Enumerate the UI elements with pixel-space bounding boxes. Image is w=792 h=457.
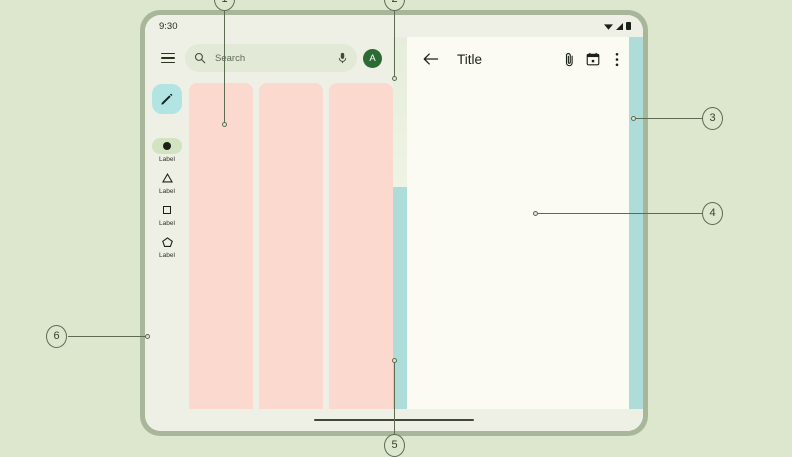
triangle-icon (152, 170, 182, 186)
square-icon (152, 202, 182, 218)
left-pane-body: Label Label Label (145, 79, 393, 431)
panes-container: Search A (145, 37, 643, 431)
sidebar-item-1[interactable]: Label (152, 138, 182, 163)
hamburger-menu-icon[interactable] (155, 45, 181, 71)
callout-leader-3 (634, 118, 702, 119)
search-placeholder: Search (215, 52, 246, 64)
compose-fab-button[interactable] (152, 84, 182, 114)
pencil-icon (161, 93, 173, 105)
device-frame: 9:30 Search (140, 10, 648, 436)
detail-top-bar: Title (407, 37, 643, 81)
callout-anchor-6 (145, 334, 150, 339)
wifi-icon (604, 23, 613, 30)
callout-4: 4 (702, 202, 723, 225)
scrollbar-track (393, 37, 407, 187)
right-pane: Title (407, 37, 643, 431)
right-edge-strip (629, 37, 643, 431)
sidebar-item-label: Label (159, 188, 175, 195)
sidebar-item-label: Label (159, 252, 175, 259)
search-input[interactable]: Search (185, 44, 357, 72)
callout-leader-6 (68, 336, 148, 337)
back-arrow-icon[interactable] (419, 47, 443, 71)
page-title: Title (457, 51, 483, 67)
battery-icon (626, 22, 631, 30)
more-options-icon[interactable] (605, 47, 629, 71)
sidebar-item-label: Label (159, 156, 175, 163)
pane-divider-scrollbar[interactable] (393, 37, 407, 431)
list-item[interactable] (189, 83, 253, 417)
callout-anchor-1 (222, 122, 227, 127)
search-row: Search A (145, 37, 393, 79)
microphone-icon[interactable] (337, 52, 348, 64)
sidebar-item-4[interactable]: Label (152, 234, 182, 259)
status-bar-time: 9:30 (159, 20, 178, 32)
list-columns (189, 79, 393, 431)
sidebar-item-3[interactable]: Label (152, 202, 182, 227)
status-bar-icons (604, 22, 631, 31)
avatar[interactable]: A (363, 48, 382, 68)
callout-anchor-2 (392, 76, 397, 81)
device-screen: 9:30 Search (145, 15, 643, 431)
pentagon-icon (152, 234, 182, 250)
callout-leader-2 (394, 0, 395, 79)
detail-content-area (407, 81, 643, 431)
callout-leader-5 (394, 360, 395, 446)
list-item[interactable] (329, 83, 393, 417)
sidebar-item-2[interactable]: Label (152, 170, 182, 195)
calendar-icon[interactable] (581, 47, 605, 71)
circle-icon (152, 138, 182, 154)
callout-leader-4 (536, 213, 702, 214)
attachment-icon[interactable] (557, 47, 581, 71)
search-icon (194, 52, 206, 64)
callout-anchor-5 (392, 358, 397, 363)
scrollbar-thumb[interactable] (393, 187, 407, 431)
callout-3: 3 (702, 107, 723, 130)
callout-anchor-3 (631, 116, 636, 121)
left-pane: Search A (145, 37, 393, 431)
callout-6: 6 (46, 325, 67, 348)
sidebar-item-label: Label (159, 220, 175, 227)
callout-leader-1 (224, 0, 225, 124)
callout-anchor-4 (533, 211, 538, 216)
signal-icon (616, 22, 623, 30)
list-item[interactable] (259, 83, 323, 417)
navigation-rail: Label Label Label (145, 79, 189, 431)
